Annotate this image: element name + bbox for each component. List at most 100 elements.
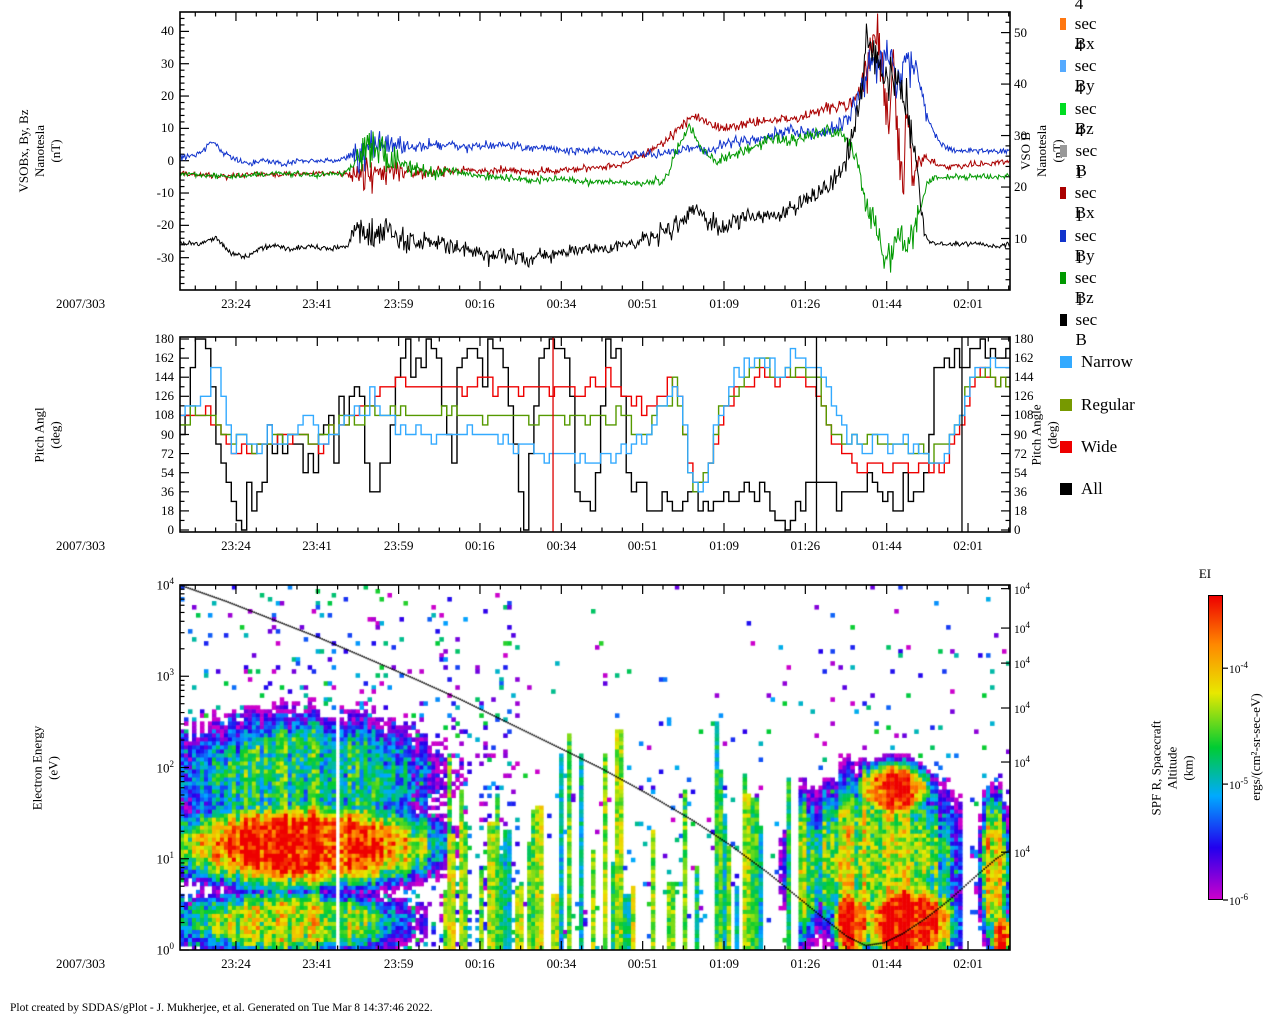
time-tick-label: 00:16	[465, 956, 495, 971]
p2-ylabel-left-l2: (deg)	[47, 420, 62, 449]
p3-ylabel-left-l1: Electron Energy	[29, 725, 44, 810]
p1-left-tick-label: 40	[161, 23, 174, 39]
legend-swatch	[1060, 271, 1066, 284]
p2-right-tick-label: 108	[1014, 407, 1034, 423]
time-tick-label: 00:34	[546, 538, 577, 553]
p1-right-tick-label: 30	[1014, 127, 1027, 143]
legend-label: 1 sec By	[1074, 205, 1097, 265]
p1-left-tick-label: 20	[161, 88, 174, 104]
p3-left-tick-label: 102	[156, 758, 175, 775]
time-tick-label: 23:41	[302, 956, 332, 971]
p2-right-tick-label: 72	[1014, 445, 1027, 461]
legend-swatch	[1060, 102, 1066, 115]
p1-ylabel-left: VSOBx, By, Bz Nanotesla (nT)	[16, 12, 64, 290]
p2-left-tick-label: 72	[161, 445, 174, 461]
legend-item-4-sec-bx: 4 sec Bx	[1060, 0, 1103, 53]
legend-label: Wide	[1081, 437, 1118, 456]
time-tick-label: 23:24	[221, 538, 251, 553]
p3-right-tick-label: 104	[1014, 655, 1030, 671]
legend-item-regular: Regular	[1060, 395, 1135, 415]
p3-right-tick-label: 104	[1014, 620, 1030, 636]
p2-right-tick-label: 126	[1014, 388, 1034, 404]
time-tick-label: 23:24	[221, 296, 251, 311]
time-tick-label: 23:41	[302, 538, 332, 553]
time-tick-label: 23:41	[302, 296, 332, 311]
p1-right-tick-label: 10	[1014, 230, 1027, 246]
time-tick-label: 01:09	[709, 956, 739, 971]
date-label-panel3: 2007/303	[56, 956, 106, 971]
colorbar-title: EI	[1198, 566, 1212, 581]
p2-right-tick-label: 180	[1014, 331, 1034, 346]
p2-left-tick-label: 108	[154, 407, 175, 423]
p2-right-tick-label: 144	[1014, 369, 1034, 385]
p3-right-tick-label: 104	[1014, 844, 1030, 860]
p1-ylabel-right: VSO B Nanotesla (nT)	[1018, 12, 1066, 290]
legend-label: 4 sec Bz	[1074, 78, 1097, 138]
time-tick-label: 23:59	[383, 296, 414, 311]
p2-ylabel-left: Pitch Angl (deg)	[31, 337, 63, 532]
magnetic-field-panel	[180, 12, 1010, 290]
legend-label: 1 sec Bx	[1074, 163, 1097, 223]
legend-swatch	[1060, 144, 1067, 157]
p1-left-tick-label: 30	[161, 55, 174, 71]
p1-left-tick-label: -20	[156, 217, 174, 233]
time-tick-label: 00:51	[627, 296, 658, 311]
time-tick-label: 01:26	[790, 296, 821, 311]
p1-left-tick-label: -30	[156, 249, 174, 265]
p2-right-tick-label: 18	[1014, 502, 1027, 518]
legend-item-wide: Wide	[1060, 437, 1117, 457]
p2-right-tick-label: 54	[1014, 464, 1027, 480]
legend-label: 4 sec By	[1074, 36, 1097, 96]
colorbar-tick-label: 10-6	[1229, 892, 1248, 908]
colorbar-units-label: ergs/(cm²-sr-sec-eV)	[1248, 582, 1264, 912]
p3-left-tick-label: 100	[156, 941, 175, 958]
legend-item-1-sec-bx: 1 sec Bx	[1060, 163, 1103, 222]
legend-swatch	[1060, 483, 1072, 496]
p1-ylabel-left-l1: VSOBx, By, Bz	[16, 109, 31, 193]
legend-item-1-sec-b: 1 sec B	[1060, 290, 1103, 349]
time-tick-label: 00:16	[465, 296, 495, 311]
time-tick-label: 00:51	[627, 538, 658, 553]
colorbar-tick-label: 10-5	[1229, 776, 1248, 792]
time-tick-label: 02:01	[953, 538, 983, 553]
p1-left-tick-label: -10	[156, 185, 174, 201]
p2-left-tick-label: 0	[167, 522, 175, 537]
colorbar-tick-label: 10-4	[1229, 660, 1248, 677]
p2-left-tick-label: 144	[154, 369, 175, 385]
legend-item-4-sec-bz: 4 sec Bz	[1060, 79, 1103, 138]
legend-label: Regular	[1081, 394, 1135, 414]
legend-swatch	[1060, 398, 1072, 411]
time-tick-label: 00:34	[546, 296, 577, 311]
legend-swatch	[1060, 441, 1072, 453]
date-label-panel2: 2007/303	[56, 538, 106, 553]
time-tick-label: 01:26	[790, 956, 821, 971]
legend-item-1-sec-bz: 1 sec Bz	[1060, 248, 1103, 307]
p2-left-tick-label: 36	[161, 483, 174, 499]
footer-credit: Plot created by SDDAS/gPlot - J. Mukherj…	[10, 1002, 433, 1014]
p3-ylabel-left-l2: (eV)	[45, 755, 60, 780]
time-tick-label: 01:44	[872, 538, 902, 553]
legend-item-4-sec-b: 4 sec B	[1060, 121, 1103, 180]
colorbar	[1208, 595, 1223, 900]
p3-ylabel-left: Electron Energy (eV)	[29, 585, 61, 950]
time-tick-label: 01:09	[709, 296, 739, 311]
legend-item-narrow: Narrow	[1060, 352, 1133, 372]
legend-swatch	[1060, 187, 1066, 200]
p1-ylabel-right-l1: VSO B	[1018, 132, 1033, 170]
legend-label: 1 sec B	[1075, 290, 1098, 350]
p3-right-tick-label: 104	[1014, 754, 1030, 770]
p3-ylabel-right-l3: (km)	[1180, 754, 1195, 781]
legend-swatch	[1060, 229, 1066, 242]
legend-item-4-sec-by: 4 sec By	[1060, 36, 1103, 95]
p2-right-tick-label: 90	[1014, 426, 1027, 442]
time-tick-label: 00:51	[627, 956, 658, 971]
legend-label: 4 sec Bx	[1074, 0, 1097, 53]
legend-label: 1 sec Bz	[1074, 247, 1097, 307]
p2-right-tick-label: 0	[1014, 522, 1021, 537]
p1-ylabel-right-l2: Nanotesla	[1034, 125, 1049, 177]
p1-left-tick-label: 0	[167, 152, 175, 168]
spectrogram-canvas	[180, 585, 1010, 950]
pitch-angle-panel	[180, 337, 1010, 532]
p1-left-tick-label: 10	[161, 120, 174, 136]
p2-left-tick-label: 126	[154, 388, 175, 404]
